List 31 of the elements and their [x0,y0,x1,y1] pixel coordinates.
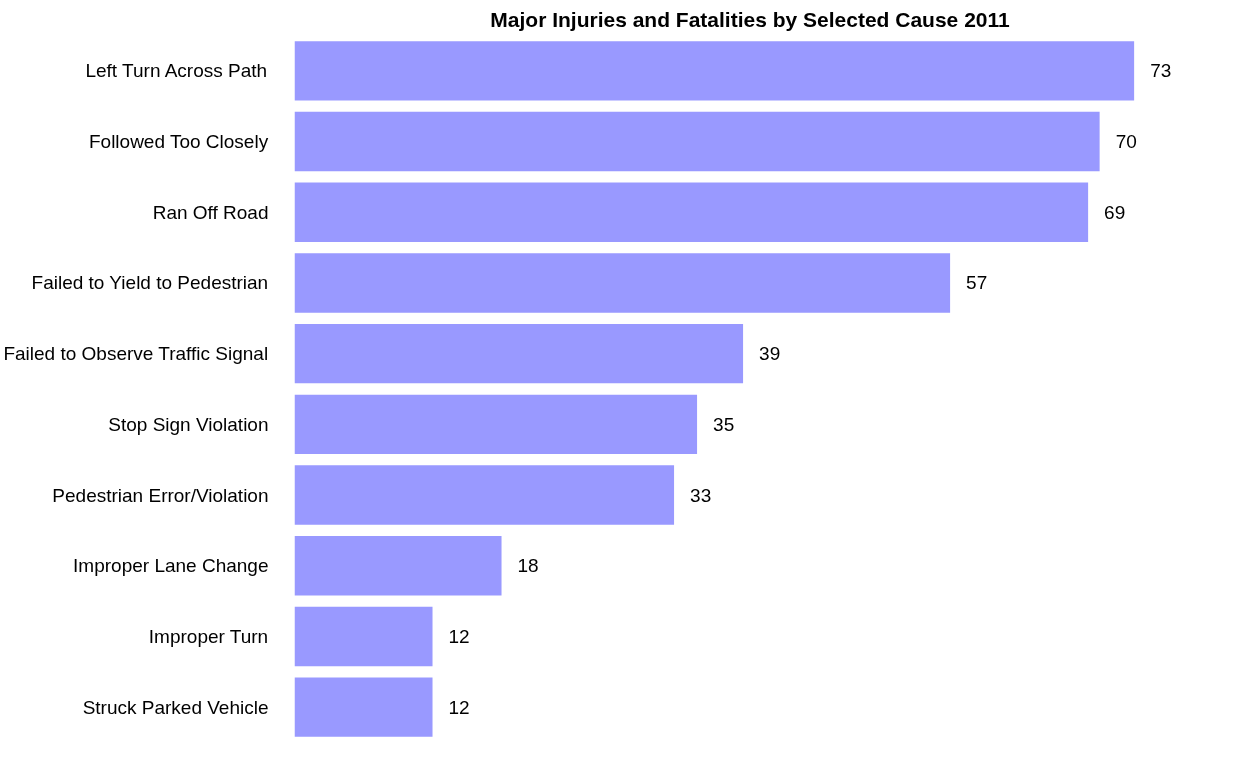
bar [294,111,1100,172]
bar [294,182,1089,242]
bar [294,394,698,455]
y-tick-label: Stop Sign Violation [108,413,269,435]
data-label: 70 [1115,131,1137,153]
bar [294,536,502,596]
bar [294,465,675,525]
bar [294,41,1135,101]
data-label: 18 [517,555,539,577]
data-label: 12 [448,696,470,718]
data-label: 33 [690,484,712,506]
bar [294,323,744,384]
y-tick-label: Improper Lane Change [73,555,269,577]
data-label: 35 [713,413,735,435]
bar [294,677,433,737]
y-tick-label: Ran Off Road [152,201,269,223]
data-label: 73 [1150,60,1172,82]
y-tick-label: Improper Turn [148,625,269,647]
y-tick-label: Left Turn Across Path [85,60,268,82]
data-label: 57 [966,272,988,294]
data-label: 39 [759,343,781,365]
y-tick-label: Followed Too Closely [88,131,269,153]
y-tick-label: Failed to Yield to Pedestrian [31,272,269,294]
data-label: 12 [448,625,470,647]
y-tick-label: Failed to Observe Traffic Signal [3,343,269,365]
bar [294,253,951,313]
bar [294,606,433,667]
y-tick-label: Struck Parked Vehicle [82,696,269,718]
data-label: 69 [1104,201,1126,223]
y-tick-label: Pedestrian Error/Violation [52,484,269,506]
chart-title: Major Injuries and Fatalities by Selected Cause 2011 [490,7,1011,31]
